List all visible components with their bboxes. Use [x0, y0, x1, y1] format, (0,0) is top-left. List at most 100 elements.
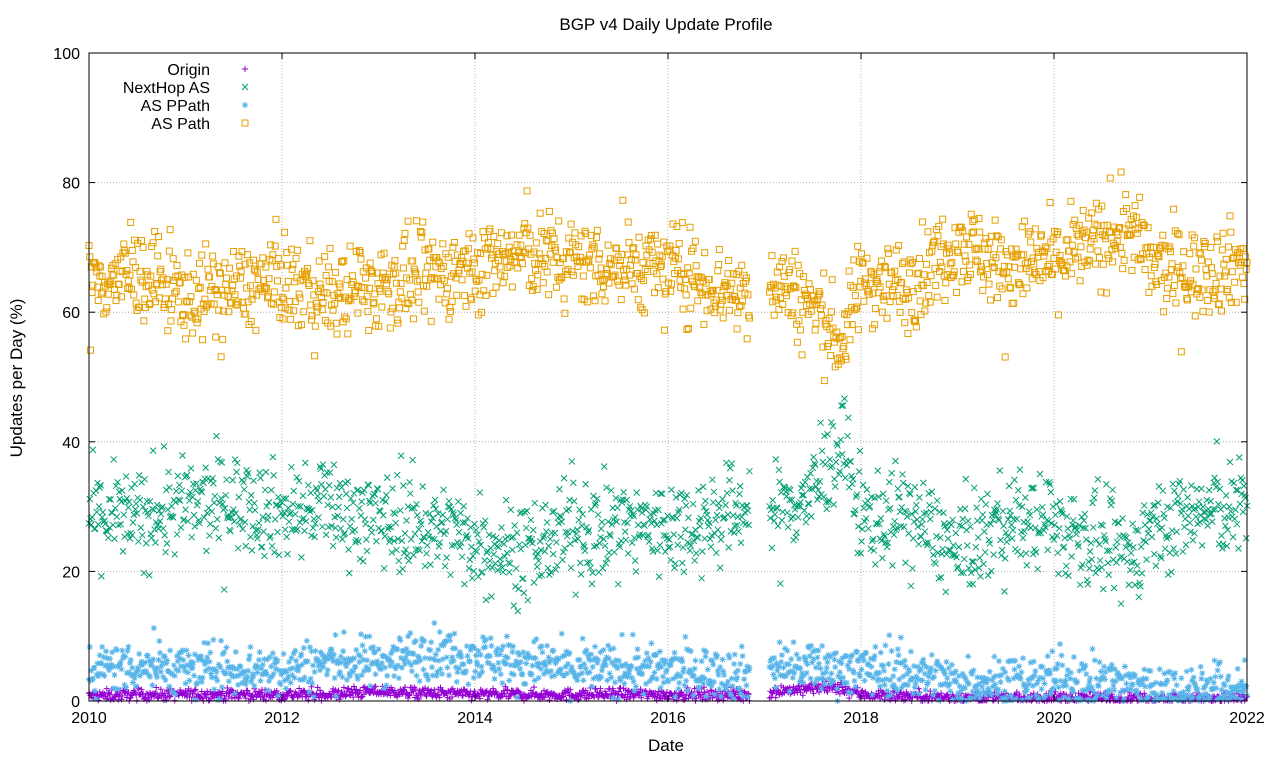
point-as-ppath [608, 674, 615, 681]
point-as-ppath [932, 667, 939, 674]
point-nexthop-as [262, 468, 270, 476]
point-nexthop-as [671, 560, 679, 567]
point-origin [693, 695, 700, 702]
point-as-ppath [350, 655, 357, 662]
point-as-ppath [772, 684, 779, 691]
point-nexthop-as [1042, 478, 1050, 486]
point-nexthop-as [594, 511, 602, 519]
point-as-ppath [720, 668, 727, 675]
point-nexthop-as [786, 496, 794, 504]
point-nexthop-as [245, 498, 253, 506]
point-as-ppath [769, 663, 776, 669]
point-nexthop-as [411, 530, 419, 538]
point-nexthop-as [1149, 513, 1157, 521]
point-nexthop-as [643, 503, 651, 510]
point-nexthop-as [119, 548, 127, 555]
point-nexthop-as [768, 544, 776, 552]
point-nexthop-as [404, 503, 412, 510]
point-nexthop-as [1106, 547, 1113, 555]
point-nexthop-as [1182, 541, 1190, 549]
point-as-ppath [649, 674, 656, 681]
point-as-ppath [272, 665, 279, 672]
point-as-ppath [884, 687, 891, 694]
point-as-ppath [238, 680, 245, 687]
point-as-ppath [187, 658, 194, 665]
point-origin [836, 690, 843, 697]
point-nexthop-as [1131, 581, 1139, 589]
point-as-ppath [619, 663, 626, 670]
point-origin [606, 686, 613, 693]
point-as-ppath [887, 677, 894, 684]
point-as-ppath [530, 638, 537, 645]
point-nexthop-as [464, 514, 471, 522]
point-as-ppath [705, 680, 712, 687]
point-as-ppath [491, 675, 498, 682]
point-nexthop-as [941, 522, 949, 530]
point-nexthop-as [175, 496, 182, 504]
point-nexthop-as [687, 542, 695, 550]
point-as-ppath [361, 648, 368, 655]
point-nexthop-as [200, 514, 208, 521]
point-nexthop-as [398, 537, 406, 545]
point-nexthop-as [667, 556, 675, 564]
point-nexthop-as [867, 545, 875, 553]
point-as-ppath [994, 691, 1001, 698]
point-nexthop-as [1080, 517, 1088, 524]
point-as-ppath [670, 675, 677, 682]
point-as-ppath [998, 672, 1005, 679]
point-as-ppath [1225, 673, 1232, 680]
point-nexthop-as [908, 510, 916, 518]
point-as-ppath [178, 649, 185, 656]
point-origin [502, 683, 509, 690]
point-as-ppath [436, 628, 443, 635]
point-nexthop-as [996, 467, 1004, 474]
point-as-ppath [299, 661, 306, 668]
point-nexthop-as [708, 531, 716, 539]
point-nexthop-as [888, 469, 895, 477]
point-as-ppath [982, 691, 989, 698]
point-as-ppath [1243, 683, 1250, 690]
point-as-ppath [147, 673, 154, 680]
point-as-ppath [1010, 675, 1017, 682]
point-nexthop-as [423, 550, 430, 557]
point-nexthop-as [723, 489, 731, 497]
point-as-ppath [544, 669, 551, 676]
point-as-ppath [679, 658, 686, 665]
point-nexthop-as [391, 510, 399, 518]
point-nexthop-as [511, 522, 519, 529]
point-as-ppath [690, 692, 697, 699]
point-nexthop-as [482, 596, 490, 604]
point-as-ppath [1198, 675, 1205, 682]
point-as-ppath [198, 653, 205, 660]
point-as-ppath [94, 660, 101, 667]
point-as-ppath [498, 646, 505, 653]
point-origin [191, 687, 198, 694]
point-nexthop-as [544, 564, 552, 572]
point-as-ppath [541, 670, 548, 677]
point-nexthop-as [1174, 492, 1182, 500]
point-nexthop-as [789, 513, 797, 520]
point-nexthop-as [1201, 515, 1208, 523]
point-nexthop-as [859, 481, 867, 489]
point-nexthop-as [622, 536, 630, 544]
point-as-ppath [1087, 675, 1094, 682]
point-nexthop-as [805, 500, 813, 508]
point-as-ppath [954, 694, 961, 701]
point-as-ppath [1070, 654, 1077, 661]
point-nexthop-as [1170, 545, 1177, 552]
point-nexthop-as [1004, 516, 1012, 523]
point-nexthop-as [1133, 569, 1140, 577]
point-nexthop-as [692, 526, 699, 534]
point-as-ppath [1095, 683, 1102, 690]
point-nexthop-as [183, 471, 191, 479]
point-nexthop-as [1023, 562, 1031, 569]
point-as-ppath [635, 654, 642, 661]
point-nexthop-as [1088, 556, 1096, 563]
point-as-ppath [656, 660, 663, 667]
point-nexthop-as [366, 499, 374, 507]
point-nexthop-as [203, 547, 210, 555]
point-as-ppath [631, 687, 638, 694]
point-as-ppath [1089, 646, 1096, 653]
point-nexthop-as [914, 523, 922, 531]
point-nexthop-as [960, 555, 968, 563]
